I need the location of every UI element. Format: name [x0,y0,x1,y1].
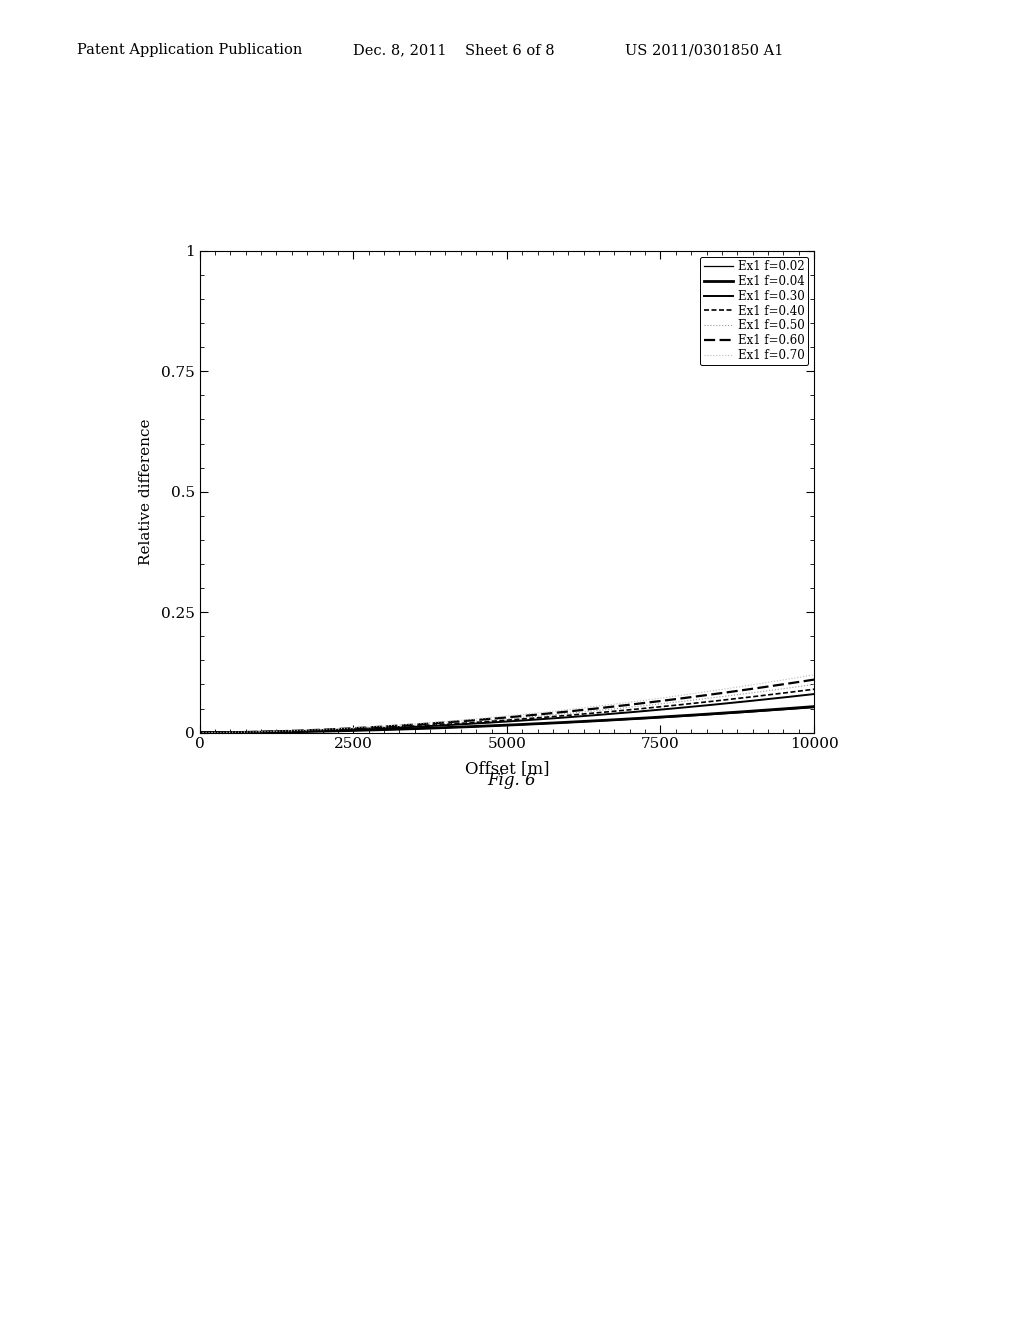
Ex1 f=0.02 [808,700,820,715]
Ex1 f=0.50 [194,725,206,741]
Ex1 f=0.70 [471,710,483,726]
Ex1 f=0.50 [302,722,314,738]
Ex1 f=0.50 [656,696,669,711]
Ex1 f=0.60 [808,672,820,688]
Ex1 f=0.04 [471,718,483,734]
Ex1 f=0.40 [471,714,483,730]
Line: Ex1 f=0.04: Ex1 f=0.04 [200,706,814,733]
Ex1 f=0.70 [556,702,568,718]
Line: Ex1 f=0.30: Ex1 f=0.30 [200,694,814,733]
Line: Ex1 f=0.60: Ex1 f=0.60 [200,680,814,733]
Ex1 f=0.02 [302,723,314,739]
Ex1 f=0.30 [556,710,568,726]
Ex1 f=0.50 [808,677,820,693]
Ex1 f=0.30 [808,686,820,702]
Ex1 f=0.04 [556,714,568,730]
Ex1 f=0.02 [556,715,568,731]
Ex1 f=0.60 [471,711,483,727]
Line: Ex1 f=0.40: Ex1 f=0.40 [200,689,814,733]
Ex1 f=0.04 [302,723,314,739]
Ex1 f=0.50 [351,721,364,737]
Ex1 f=0.04 [808,698,820,714]
Ex1 f=0.60 [604,700,616,715]
Ex1 f=0.70 [194,725,206,741]
Ex1 f=0.30 [471,715,483,731]
Ex1 f=0.30 [656,701,669,717]
Ex1 f=0.30 [604,706,616,722]
Ex1 f=0.40 [604,704,616,719]
X-axis label: Offset [m]: Offset [m] [465,760,549,776]
Ex1 f=0.40 [556,708,568,723]
Ex1 f=0.02 [604,713,616,729]
Ex1 f=0.40 [302,723,314,739]
Ex1 f=0.60 [194,725,206,741]
Ex1 f=0.02 [194,725,206,741]
Ex1 f=0.04 [194,725,206,741]
Ex1 f=0.02 [471,718,483,734]
Ex1 f=0.30 [194,725,206,741]
Y-axis label: Relative difference: Relative difference [138,418,153,565]
Ex1 f=0.04 [351,722,364,738]
Ex1 f=0.60 [302,722,314,738]
Ex1 f=0.70 [351,719,364,735]
Ex1 f=0.70 [302,722,314,738]
Ex1 f=0.70 [656,690,669,706]
Ex1 f=0.40 [351,721,364,737]
Ex1 f=0.02 [656,710,669,726]
Ex1 f=0.50 [604,701,616,717]
Text: Dec. 8, 2011    Sheet 6 of 8: Dec. 8, 2011 Sheet 6 of 8 [353,44,555,57]
Ex1 f=0.60 [556,705,568,721]
Line: Ex1 f=0.02: Ex1 f=0.02 [200,708,814,733]
Ex1 f=0.50 [556,706,568,722]
Line: Ex1 f=0.70: Ex1 f=0.70 [200,675,814,733]
Ex1 f=0.04 [604,711,616,727]
Text: US 2011/0301850 A1: US 2011/0301850 A1 [625,44,783,57]
Ex1 f=0.60 [351,721,364,737]
Ex1 f=0.40 [194,725,206,741]
Ex1 f=0.04 [656,709,669,725]
Ex1 f=0.30 [302,723,314,739]
Ex1 f=0.40 [808,681,820,697]
Ex1 f=0.60 [656,693,669,709]
Ex1 f=0.70 [604,697,616,713]
Ex1 f=0.02 [351,722,364,738]
Ex1 f=0.30 [351,721,364,737]
Ex1 f=0.70 [808,667,820,682]
Legend: Ex1 f=0.02, Ex1 f=0.04, Ex1 f=0.30, Ex1 f=0.40, Ex1 f=0.50, Ex1 f=0.60, Ex1 f=0.: Ex1 f=0.02, Ex1 f=0.04, Ex1 f=0.30, Ex1 … [700,256,808,366]
Ex1 f=0.40 [656,698,669,714]
Ex1 f=0.50 [471,713,483,729]
Text: Patent Application Publication: Patent Application Publication [77,44,302,57]
Text: Fig. 6: Fig. 6 [487,772,537,789]
Line: Ex1 f=0.50: Ex1 f=0.50 [200,685,814,733]
